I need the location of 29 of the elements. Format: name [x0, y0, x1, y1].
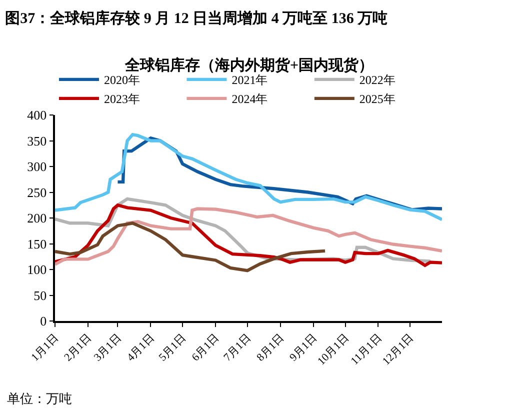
legend-label: 2024年 [232, 92, 268, 106]
y-tick-label: 0 [40, 314, 47, 329]
chart-title: 图37：全球铝库存较 9 月 12 日当周增加 4 万吨至 136 万吨 [5, 8, 388, 27]
y-tick-label: 400 [27, 108, 47, 123]
y-tick-label: 100 [27, 262, 47, 278]
legend-label: 2020年 [104, 73, 140, 88]
y-tick-label: 200 [27, 210, 47, 226]
line-series [55, 222, 327, 272]
y-tick-label: 50 [34, 288, 47, 303]
line-series [55, 132, 442, 222]
y-tick-label: 250 [27, 184, 47, 200]
x-tick-label: 11月1日 [348, 332, 384, 368]
text: 单位：万吨 [7, 391, 72, 406]
x-tick-label: 8月1日 [254, 332, 286, 364]
x-tick-label: 5月1日 [156, 332, 189, 364]
legend-label: 2021年 [232, 73, 268, 88]
x-tick-label: 7月1日 [222, 332, 254, 364]
y-tick-label: 300 [27, 159, 47, 174]
y-tick-label: 350 [27, 133, 47, 148]
legend-label: 2025年 [359, 92, 396, 106]
x-tick-label: 2月1日 [62, 332, 94, 364]
legend-label: 2023年 [104, 92, 140, 106]
legend-label: 2022年 [359, 73, 396, 88]
x-tick-label: 3月1日 [92, 332, 124, 364]
y-tick-label: 150 [27, 236, 47, 252]
x-tick-label: 1月1日 [29, 332, 62, 364]
x-tick-label: 6月1日 [190, 332, 222, 364]
x-tick-label: 4月1日 [124, 332, 157, 364]
chart-subtitle: 全球铝库存（海内外期货+国内现货） [124, 56, 374, 74]
